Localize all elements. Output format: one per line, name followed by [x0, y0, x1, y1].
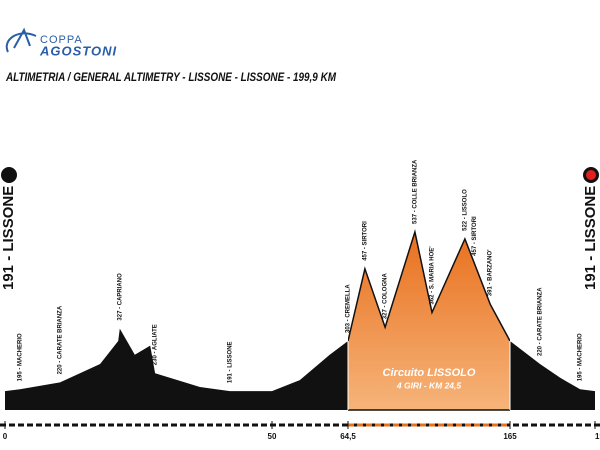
circuit-sublabel: 4 GIRI - KM 24,5 [396, 380, 462, 390]
circuit-area [348, 229, 510, 411]
x-tick-label: 64,5 [340, 432, 356, 441]
end-label: 191 - LISSONE [582, 186, 599, 290]
place-label: 391 - BARZANO' [488, 249, 494, 296]
place-label: 537 - COLLE BRIANZA [412, 159, 418, 224]
logo-top: COPPA [40, 34, 83, 46]
place-label: 303 - CREMELLA [346, 284, 352, 333]
place-label: 191 - LISSONE [227, 341, 233, 383]
place-label: 362 - S. MARIA HOE' [430, 246, 436, 305]
x-tick-label: 165 [503, 432, 517, 441]
x-tick-label: 199,9 [595, 432, 600, 441]
place-label: 230 - AGLIATE [153, 324, 159, 365]
place-label: 522 - LISSOLO [462, 189, 468, 231]
place-label: 220 - CARATE BRIANZA [538, 287, 544, 356]
logo-mark [5, 27, 37, 53]
chart-title: ALTIMETRIA / GENERAL ALTIMETRY - LISSONE… [5, 70, 337, 84]
place-label: 327 - COLOGNA [383, 273, 389, 320]
place-label: 457 - SIRTORI [472, 216, 478, 256]
start-label: 191 - LISSONE [0, 186, 17, 290]
start-icon [1, 167, 17, 183]
place-label: 195 - MACHERIO [18, 333, 24, 381]
place-label: 457 - SIRTORI [363, 221, 369, 261]
finish-icon-inner [586, 170, 596, 180]
place-label: 195 - MACHERIO [578, 333, 584, 381]
circuit-label: Circuito LISSOLO [383, 367, 476, 379]
x-tick-label: 50 [268, 432, 277, 441]
logo-bottom: AGOSTONI [39, 43, 117, 58]
place-label: 327 - CAPRIANO [117, 273, 123, 321]
place-label: 220 - CARATE BRIANZA [58, 305, 64, 374]
x-tick-label: 0 [3, 432, 8, 441]
